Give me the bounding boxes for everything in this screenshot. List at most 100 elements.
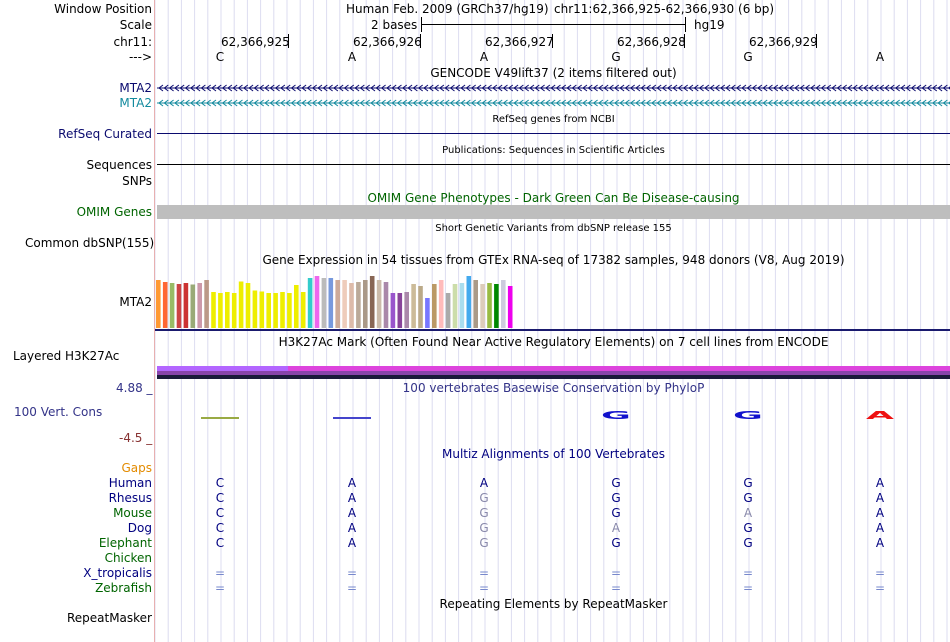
gtex-tissue-bar[interactable] — [204, 280, 209, 328]
gtex-tissue-bar[interactable] — [225, 292, 230, 328]
gtex-tissue-bar[interactable] — [425, 298, 430, 328]
multiz-species-label[interactable]: Dog — [127, 521, 152, 535]
gtex-bar-chart[interactable] — [155, 266, 950, 332]
gtex-tissue-bar[interactable] — [321, 278, 327, 328]
gtex-tissue-bar[interactable] — [501, 280, 506, 328]
gtex-tissue-bar[interactable] — [438, 280, 444, 328]
gtex-tissue-bar[interactable] — [183, 283, 189, 328]
multiz-base: = — [874, 566, 886, 580]
gtex-tissue-bar[interactable] — [218, 293, 223, 328]
multiz-species-label[interactable]: Mouse — [113, 506, 152, 520]
gaps-label[interactable]: Gaps — [121, 461, 152, 475]
multiz-species-label[interactable]: X_tropicalis — [83, 566, 152, 580]
gtex-tissue-bar[interactable] — [452, 284, 458, 328]
gtex-tissue-bar[interactable] — [176, 284, 182, 328]
multiz-base: = — [346, 566, 358, 580]
gtex-tissue-bar[interactable] — [411, 284, 416, 328]
gtex-tissue-bar[interactable] — [162, 282, 168, 328]
gtex-tissue-bar[interactable] — [259, 291, 265, 329]
gtex-tissue-bar[interactable] — [404, 292, 409, 328]
gtex-tissue-bar[interactable] — [294, 285, 299, 328]
h3k27ac-signal-d[interactable] — [157, 375, 950, 379]
gtex-tissue-bar[interactable] — [190, 284, 196, 329]
cons-label[interactable]: 100 Vert. Cons — [14, 405, 103, 419]
gtex-tissue-bar[interactable] — [494, 284, 499, 328]
gtex-tissue-bar[interactable] — [459, 283, 465, 328]
gtex-tissue-bar[interactable] — [273, 293, 278, 328]
refseq-line[interactable] — [157, 133, 950, 134]
gtex-tissue-bar[interactable] — [480, 284, 485, 328]
refseq-label[interactable]: RefSeq Curated — [58, 127, 152, 141]
h3k27ac-signal-c[interactable] — [157, 371, 950, 375]
gtex-tissue-bar[interactable] — [363, 280, 368, 328]
gtex-tissue-bar[interactable] — [245, 283, 251, 328]
omim-title: OMIM Gene Phenotypes - Dark Green Can Be… — [367, 191, 740, 205]
gtex-tissue-bar[interactable] — [169, 283, 175, 328]
gtex-tissue-bar[interactable] — [300, 292, 306, 328]
gtex-tissue-bar[interactable] — [231, 293, 237, 328]
gtex-tissue-bar[interactable] — [369, 276, 375, 328]
multiz-base: A — [875, 491, 885, 505]
multiz-species-label[interactable]: Elephant — [98, 536, 152, 550]
gtex-tissue-bar[interactable] — [156, 280, 161, 328]
gtex-tissue-bar[interactable] — [211, 292, 216, 328]
multiz-base: C — [215, 536, 225, 550]
h3k27ac-label[interactable]: Layered H3K27Ac — [13, 349, 120, 363]
scale-bar — [421, 24, 686, 25]
gtex-tissue-bar[interactable] — [335, 280, 340, 328]
snps-label[interactable]: SNPs — [122, 174, 152, 188]
gtex-tissue-bar[interactable] — [314, 276, 320, 328]
gtex-tissue-bar[interactable] — [390, 293, 396, 328]
multiz-base: = — [214, 566, 226, 580]
multiz-base: G — [611, 491, 621, 505]
gtex-tissue-bar[interactable] — [197, 283, 202, 328]
multiz-species-label[interactable]: Chicken — [104, 551, 152, 565]
gencode-transcript-2[interactable] — [157, 97, 950, 109]
h3k27ac-signal-a[interactable] — [157, 366, 288, 371]
gtex-tissue-bar[interactable] — [238, 281, 244, 329]
gtex-tissue-bar[interactable] — [342, 280, 347, 328]
omim-label[interactable]: OMIM Genes — [76, 205, 152, 219]
gtex-tissue-bar[interactable] — [307, 278, 313, 328]
gencode-item-1[interactable]: MTA2 — [119, 81, 152, 95]
sequences-label[interactable]: Sequences — [86, 158, 152, 172]
gtex-tissue-bar[interactable] — [432, 284, 437, 328]
gtex-tissue-bar[interactable] — [287, 293, 292, 328]
strand-label: ---> — [128, 50, 152, 64]
gtex-tissue-bar[interactable] — [473, 280, 478, 328]
multiz-species-label[interactable]: Rhesus — [108, 491, 152, 505]
gencode-item-2[interactable]: MTA2 — [119, 96, 152, 110]
scale-text: 2 bases — [371, 18, 418, 32]
gtex-tissue-bar[interactable] — [397, 293, 403, 328]
cons-logo-letter: A — [866, 410, 895, 422]
gtex-gene-label[interactable]: MTA2 — [119, 295, 152, 309]
gtex-tissue-bar[interactable] — [376, 280, 382, 328]
ruler-coord: 62,366,927 — [485, 35, 554, 49]
multiz-base: C — [215, 521, 225, 535]
ruler-base: G — [611, 50, 621, 64]
multiz-base: A — [479, 476, 489, 490]
gtex-tissue-bar[interactable] — [356, 282, 361, 328]
gtex-tissue-bar[interactable] — [466, 276, 472, 328]
gtex-tissue-bar[interactable] — [349, 283, 354, 328]
gtex-tissue-bar[interactable] — [252, 290, 258, 329]
h3k27ac-signal-b[interactable] — [288, 366, 950, 371]
multiz-species-label[interactable]: Human — [108, 476, 152, 490]
gtex-tissue-bar[interactable] — [507, 286, 513, 328]
dbsnp-label[interactable]: Common dbSNP(155) — [25, 236, 155, 250]
gtex-tissue-bar[interactable] — [328, 278, 334, 328]
gtex-tissue-bar[interactable] — [445, 293, 451, 328]
multiz-species-label[interactable]: Zebrafish — [95, 581, 152, 595]
gtex-tissue-bar[interactable] — [383, 282, 389, 328]
gtex-tissue-bar[interactable] — [266, 293, 271, 328]
sequences-line[interactable] — [157, 164, 950, 165]
gencode-transcript-1[interactable] — [157, 82, 950, 94]
gtex-tissue-bar[interactable] — [487, 283, 492, 328]
gtex-tissue-bar[interactable] — [418, 286, 423, 328]
scale-bar-right-tick — [685, 17, 686, 32]
ruler-base: A — [479, 50, 489, 64]
repeatmasker-label[interactable]: RepeatMasker — [66, 611, 152, 625]
omim-bar[interactable] — [157, 205, 950, 219]
gtex-tissue-bar[interactable] — [280, 292, 285, 328]
